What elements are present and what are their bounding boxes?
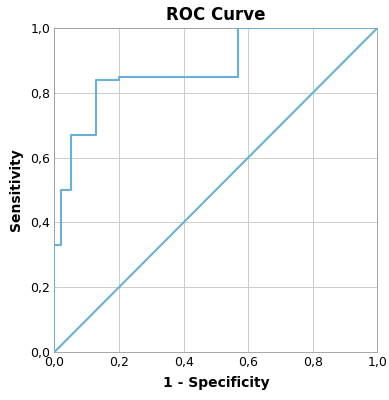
Title: ROC Curve: ROC Curve	[166, 6, 266, 24]
X-axis label: 1 - Specificity: 1 - Specificity	[163, 376, 269, 390]
Y-axis label: Sensitivity: Sensitivity	[9, 149, 23, 231]
